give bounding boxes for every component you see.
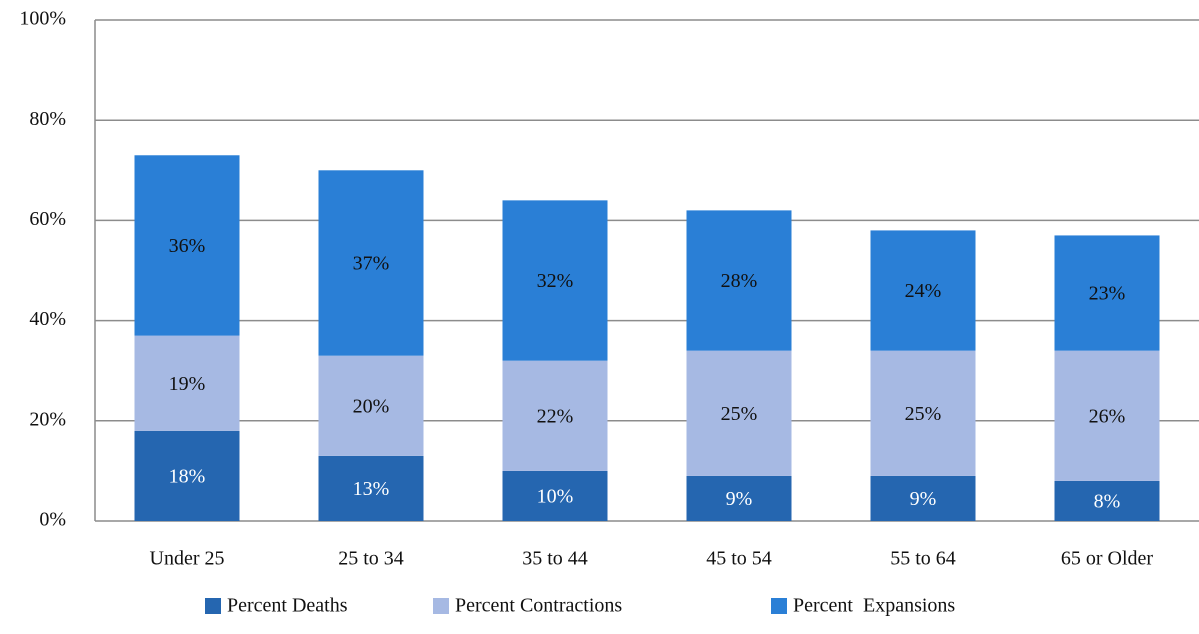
- legend-label: Percent Contractions: [455, 595, 622, 617]
- legend-swatch: [433, 598, 449, 614]
- bar-segment: [870, 230, 976, 351]
- data-label: 13%: [353, 478, 390, 500]
- bar-segment: [318, 355, 424, 456]
- x-tick-label: 35 to 44: [522, 548, 588, 570]
- bar-segment: [134, 430, 240, 521]
- data-label: 37%: [353, 253, 390, 275]
- x-tick-label: 55 to 64: [890, 548, 956, 570]
- data-label: 28%: [721, 270, 758, 292]
- y-tick-label: 40%: [29, 308, 66, 330]
- y-tick-label: 80%: [29, 108, 66, 130]
- y-tick-label: 100%: [19, 8, 66, 30]
- data-label: 36%: [169, 235, 206, 257]
- data-label: 10%: [537, 486, 574, 508]
- x-tick-label: 45 to 54: [706, 548, 772, 570]
- bar-segment: [1054, 480, 1160, 521]
- x-tick-label: 25 to 34: [338, 548, 404, 570]
- bar-segment: [870, 350, 976, 476]
- bar-segment: [502, 470, 608, 521]
- bar-segment: [502, 360, 608, 471]
- bar-segment: [1054, 235, 1160, 351]
- x-tick-label: Under 25: [150, 548, 225, 570]
- bar-segment: [686, 475, 792, 521]
- data-label: 8%: [1094, 491, 1121, 513]
- data-label: 20%: [353, 395, 390, 417]
- data-label: 32%: [537, 270, 574, 292]
- data-label: 24%: [905, 280, 942, 302]
- data-label: 18%: [169, 466, 206, 488]
- bar-segment: [686, 210, 792, 351]
- legend-swatch: [771, 598, 787, 614]
- data-label: 26%: [1089, 405, 1126, 427]
- bar-segment: [502, 200, 608, 361]
- data-label: 19%: [169, 373, 206, 395]
- data-label: 9%: [726, 488, 753, 510]
- bar-segment: [318, 455, 424, 521]
- y-tick-label: 0%: [39, 509, 66, 531]
- legend-label: Percent Expansions: [793, 595, 955, 617]
- bar-segment: [134, 335, 240, 431]
- legend-swatch: [205, 598, 221, 614]
- y-tick-label: 60%: [29, 208, 66, 230]
- legend-label: Percent Deaths: [227, 595, 348, 617]
- data-label: 25%: [905, 403, 942, 425]
- y-tick-label: 20%: [29, 408, 66, 430]
- bar-segment: [870, 475, 976, 521]
- data-label: 9%: [910, 488, 937, 510]
- bar-segment: [134, 155, 240, 336]
- bar-segment: [318, 170, 424, 356]
- data-label: 23%: [1089, 283, 1126, 305]
- bar-segment: [686, 350, 792, 476]
- data-label: 25%: [721, 403, 758, 425]
- data-label: 22%: [537, 405, 574, 427]
- bar-segment: [1054, 350, 1160, 481]
- x-tick-label: 65 or Older: [1061, 548, 1154, 570]
